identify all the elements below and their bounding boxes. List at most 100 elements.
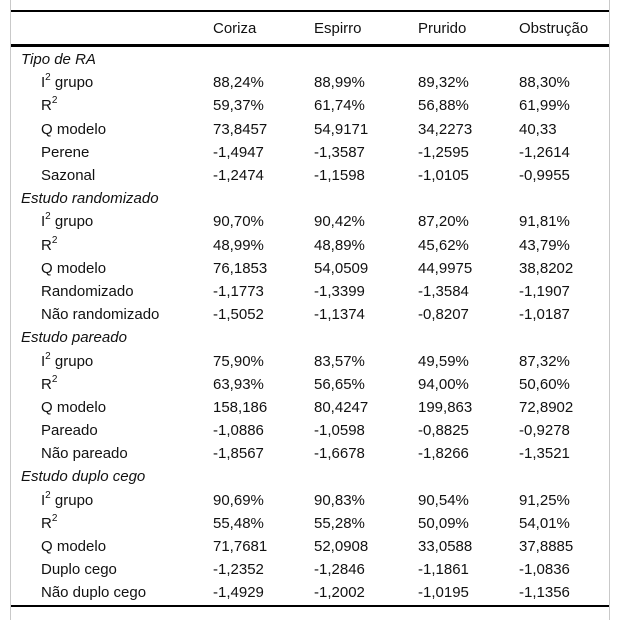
cell-value: -1,0105 [418,167,469,185]
row-label: Q modelo [41,398,107,416]
row-label: Não duplo cego [41,584,147,602]
cell-value: 87,32% [519,352,570,370]
cell-value: 199,863 [418,398,473,416]
section-title-row: Estudo randomizado [11,187,609,210]
row-label: I2 grupo [41,489,94,509]
cell-value: 158,186 [213,398,268,416]
cell-value: 90,70% [213,213,264,231]
cell-value: 50,09% [418,514,469,532]
cell-value: 49,59% [418,352,469,370]
cell-value: 72,8902 [519,398,574,416]
cell-value: -1,2614 [519,143,570,161]
cell-value: -1,1598 [314,167,365,185]
cell-value: -1,1773 [213,282,264,300]
cell-value: 76,1853 [213,259,268,277]
cell-value: 59,37% [213,97,264,115]
cell-value: 90,42% [314,213,365,231]
cell-value: 52,0908 [314,538,369,556]
superscript: 2 [45,350,51,362]
cell-value: 90,54% [418,491,469,509]
row-label: I2 grupo [41,72,94,92]
row-label: Q modelo [41,259,107,277]
table-row: Q modelo 71,7681 52,0908 33,0588 37,8885 [11,535,609,558]
cell-value: 88,99% [314,74,365,92]
row-label: R2 [41,373,58,393]
cell-value: -1,2595 [418,143,469,161]
section-title: Estudo pareado [21,329,127,347]
cell-value: -1,0836 [519,561,570,579]
section-title: Tipo de RA [21,51,96,69]
cell-value: 63,93% [213,375,264,393]
cell-value: 87,20% [418,213,469,231]
row-label: Pareado [41,422,98,440]
table-row: R2 48,99% 48,89% 45,62% 43,79% [11,234,609,257]
row-label: Duplo cego [41,561,117,579]
row-label: R2 [41,234,58,254]
row-label: Não randomizado [41,306,160,324]
cell-value: 48,89% [314,236,365,254]
cell-value: 73,8457 [213,120,268,138]
cell-value: -1,1861 [418,561,469,579]
cell-value: -1,2474 [213,167,264,185]
row-label: Sazonal [41,167,96,185]
table-row: Não randomizado -1,5052 -1,1374 -0,8207 -1,0… [11,303,609,326]
row-label: Q modelo [41,538,107,556]
superscript: 2 [51,95,58,107]
superscript: 2 [51,512,58,524]
table-row: R2 59,37% 61,74% 56,88% 61,99% [11,94,609,117]
cell-value: -0,9955 [519,167,570,185]
cell-value: 91,25% [519,491,570,509]
cell-value: -1,5052 [213,306,264,324]
table-row: Perene -1,4947 -1,3587 -1,2595 -1,2614 [11,141,609,164]
table-body: Tipo de RA I2 grupo 88,24% 88,99% 89,32% 88,3… [11,47,609,607]
cell-value: 55,48% [213,514,264,532]
cell-value: 94,00% [418,375,469,393]
cell-value: -0,8825 [418,422,469,440]
cell-value: 89,32% [418,74,469,92]
table-row: Q modelo 73,8457 54,9171 34,2273 40,33 [11,118,609,141]
cell-value: -1,0187 [519,306,570,324]
cell-value: 56,88% [418,97,469,115]
cell-value: 88,24% [213,74,264,92]
cell-value: 50,60% [519,375,570,393]
section-title-row: Estudo pareado [11,326,609,349]
cell-value: 55,28% [314,514,365,532]
cell-value: 83,57% [314,352,365,370]
table-row: Pareado -1,0886 -1,0598 -0,8825 -0,9278 [11,419,609,442]
cell-value: 33,0588 [418,538,473,556]
cell-value: 56,65% [314,375,365,393]
cell-value: 38,8202 [519,259,574,277]
table-row: Q modelo 76,1853 54,0509 44,9975 38,8202 [11,257,609,280]
section-title-row: Estudo duplo cego [11,465,609,488]
cell-value: 48,99% [213,236,264,254]
cell-value: -1,2352 [213,561,264,579]
superscript: 2 [51,373,58,385]
cell-value: -1,0886 [213,422,264,440]
section-title: Estudo randomizado [21,190,159,208]
table-row: Sazonal -1,2474 -1,1598 -1,0105 -0,9955 [11,164,609,187]
cell-value: 88,30% [519,74,570,92]
table-row: R2 63,93% 56,65% 94,00% 50,60% [11,373,609,396]
cell-value: 54,0509 [314,259,369,277]
row-label: I2 grupo [41,211,94,231]
table-row: I2 grupo 90,70% 90,42% 87,20% 91,81% [11,210,609,233]
cell-value: -1,8266 [418,445,469,463]
cell-value: 40,33 [519,120,557,138]
cell-value: -1,1907 [519,282,570,300]
cell-value: -1,1374 [314,306,365,324]
cell-value: -1,0195 [418,584,469,602]
cell-value: 37,8885 [519,538,574,556]
table-frame: Coriza Espirro Prurido Obstrução Tipo de… [10,0,610,620]
table-header-row: Coriza Espirro Prurido Obstrução [11,12,609,47]
cell-value: 61,74% [314,97,365,115]
cell-value: 80,4247 [314,398,369,416]
row-label: Perene [41,143,90,161]
cell-value: 54,01% [519,514,570,532]
row-label: Q modelo [41,120,107,138]
cell-value: 71,7681 [213,538,268,556]
column-header-prurido: Prurido [418,19,467,37]
cell-value: 91,81% [519,213,570,231]
table-row: I2 grupo 88,24% 88,99% 89,32% 88,30% [11,71,609,94]
cell-value: 54,9171 [314,120,369,138]
